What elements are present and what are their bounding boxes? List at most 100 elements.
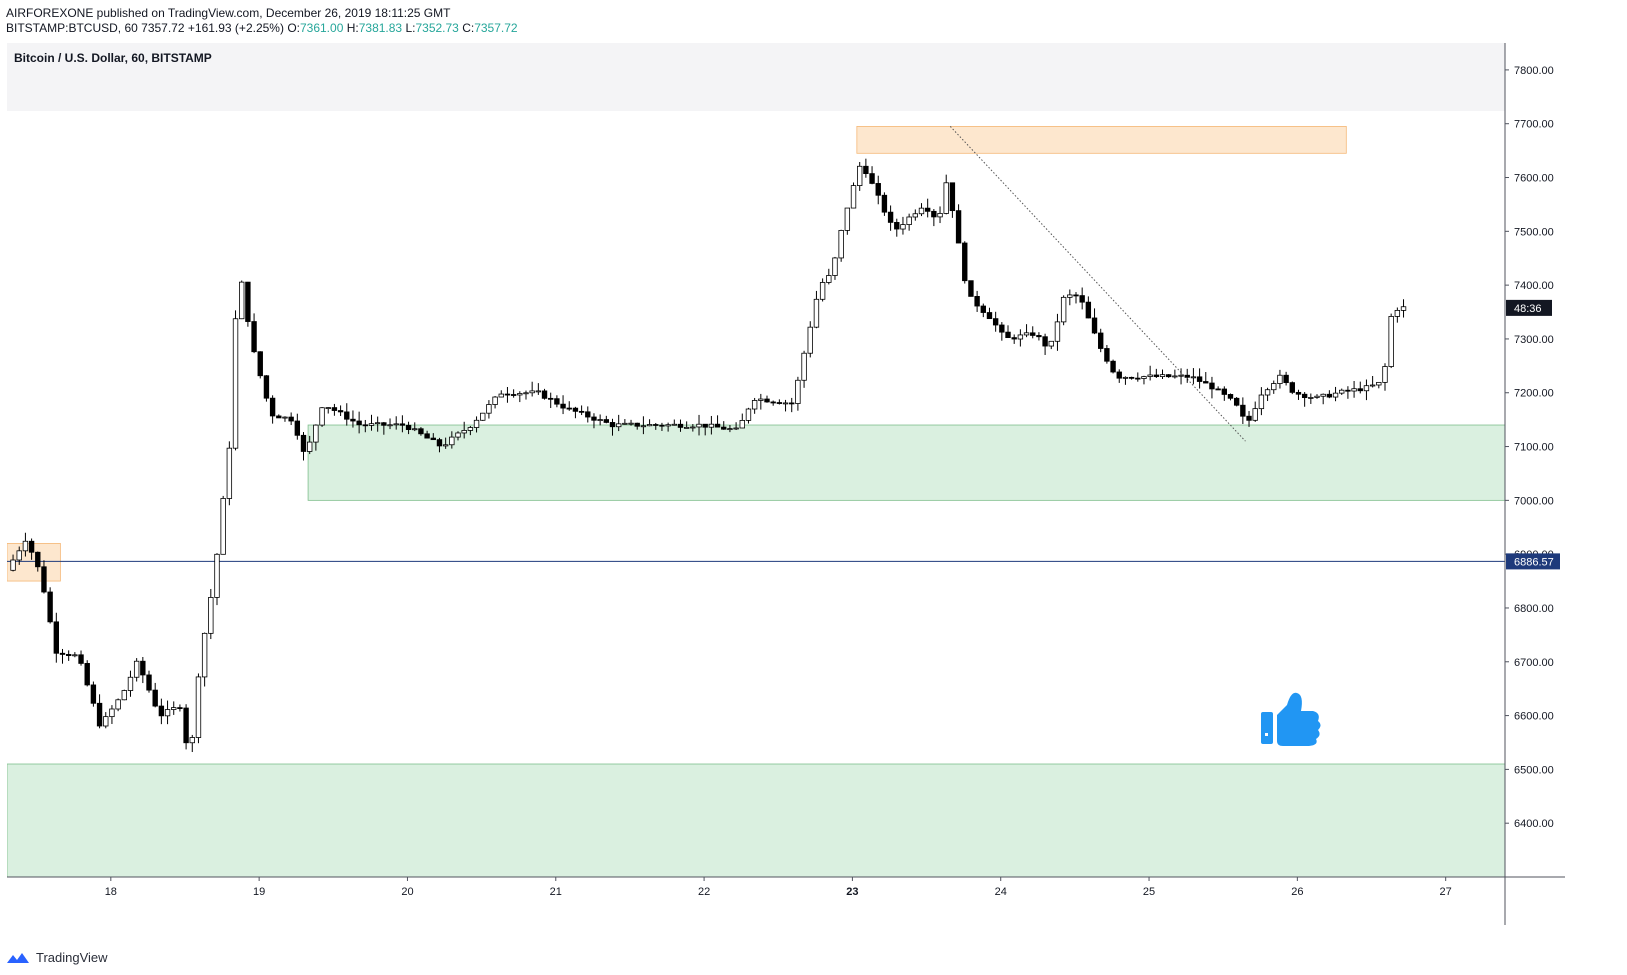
- price-tick-label: 7000.00: [1514, 495, 1554, 507]
- candle-body: [646, 424, 653, 427]
- candle-body: [374, 422, 381, 425]
- last-price-value: 7357.72: [141, 21, 185, 35]
- candle-body: [578, 410, 585, 413]
- candle-body: [288, 416, 294, 422]
- publisher-line: AIRFOREXONE published on TradingView.com…: [6, 6, 518, 21]
- candle-body: [1067, 294, 1073, 298]
- candle-body: [127, 676, 134, 691]
- time-tick-label: 18: [105, 886, 117, 898]
- candle-body: [239, 281, 245, 320]
- time-axis[interactable]: 18 19 20 21 22 23 24 25 26 27: [105, 877, 1452, 898]
- candle-body: [683, 426, 690, 429]
- candle-body: [1240, 404, 1246, 417]
- candle-body: [424, 433, 430, 439]
- candle-body: [1227, 394, 1234, 399]
- candle-body: [399, 423, 406, 426]
- candle-body: [331, 407, 338, 411]
- footer-brand[interactable]: TradingView: [7, 950, 108, 965]
- candle-body: [1332, 392, 1339, 398]
- candle-body: [671, 423, 677, 426]
- candle-body: [1122, 376, 1129, 379]
- price-chart[interactable]: Bitcoin / U.S. Dollar, 60, BITSTAMP 7800…: [7, 43, 1565, 925]
- candle-body: [10, 559, 16, 571]
- candle-body: [968, 280, 974, 297]
- candle-body: [535, 390, 542, 393]
- price-tick-label: 6700.00: [1514, 657, 1554, 669]
- candle-body: [498, 393, 504, 398]
- candle-body: [251, 321, 257, 353]
- candle-body: [523, 392, 529, 395]
- candle-body: [974, 295, 980, 307]
- candle-body: [1345, 389, 1351, 392]
- candle-body: [906, 216, 912, 225]
- price-tick-label: 7400.00: [1514, 280, 1554, 292]
- candle-body: [269, 397, 276, 417]
- candle-body: [72, 654, 78, 657]
- candle-body: [745, 408, 752, 421]
- candle-body: [1196, 376, 1203, 382]
- ohlc-line: BITSTAMP:BTCUSD, 60 7357.72 +161.93 (+2.…: [6, 21, 518, 36]
- publisher-text: AIRFOREXONE published on TradingView.com…: [6, 6, 451, 20]
- candle-body: [171, 707, 177, 710]
- candle-body: [850, 185, 857, 209]
- candle-body: [1190, 376, 1197, 379]
- title-band: [7, 43, 1505, 111]
- candle-body: [1203, 381, 1209, 384]
- candle-body: [1283, 374, 1289, 384]
- candle-body: [306, 441, 313, 452]
- candle-body: [918, 207, 925, 215]
- candle-body: [22, 540, 29, 552]
- candle-body: [245, 281, 251, 322]
- price-tick-label: 7700.00: [1514, 119, 1554, 131]
- price-tick-label: 7300.00: [1514, 334, 1554, 346]
- close-label: C:: [462, 21, 475, 35]
- candle-body: [1104, 348, 1110, 362]
- candle-body: [1394, 309, 1401, 317]
- candle-body: [436, 439, 443, 447]
- candle-body: [164, 709, 171, 717]
- candle-body: [486, 404, 492, 414]
- high-label: H:: [346, 21, 359, 35]
- candle-body: [962, 242, 968, 282]
- candle-body: [615, 423, 622, 428]
- candle-body: [344, 411, 350, 420]
- candle-body: [1135, 377, 1141, 380]
- candle-body: [1289, 382, 1295, 393]
- candle-body: [294, 420, 301, 436]
- countdown-badge: [1506, 299, 1552, 316]
- candle-body: [1091, 317, 1098, 334]
- candle-body: [214, 553, 220, 598]
- candle-body: [1141, 376, 1147, 379]
- open-label: O:: [287, 21, 300, 35]
- price-axis[interactable]: 7800.00 7700.00 7600.00 7500.00 7400.00 7300.…: [1505, 65, 1554, 830]
- candle-body: [325, 407, 331, 409]
- candle-body: [1085, 301, 1092, 319]
- candle-body: [541, 390, 548, 399]
- candle-body: [770, 401, 776, 404]
- candle-body: [992, 318, 999, 326]
- candle-body: [764, 398, 770, 403]
- candle-body: [548, 397, 554, 400]
- candle-body: [591, 416, 597, 421]
- price-tick-label: 6600.00: [1514, 711, 1554, 723]
- resistance-zone-1: [856, 126, 1347, 154]
- candle-body: [232, 318, 239, 449]
- candle-body: [708, 423, 715, 428]
- candle-body: [900, 224, 906, 230]
- candle-body: [412, 428, 418, 431]
- candle-body: [121, 690, 127, 701]
- candle-body: [1246, 415, 1252, 421]
- candle-body: [875, 183, 881, 196]
- candles-layer: [10, 158, 1407, 753]
- candle-body: [986, 312, 993, 320]
- thumbs-up-cuff-dot: [1265, 733, 1268, 736]
- candle-body: [1048, 340, 1054, 347]
- candle-body: [1172, 375, 1178, 378]
- candle-body: [1030, 332, 1036, 336]
- candle-body: [300, 434, 307, 452]
- low-value: 7352.73: [415, 21, 459, 35]
- candle-body: [16, 550, 22, 561]
- candle-body: [1308, 397, 1314, 399]
- candle-body: [1320, 393, 1326, 397]
- candle-body: [857, 165, 863, 186]
